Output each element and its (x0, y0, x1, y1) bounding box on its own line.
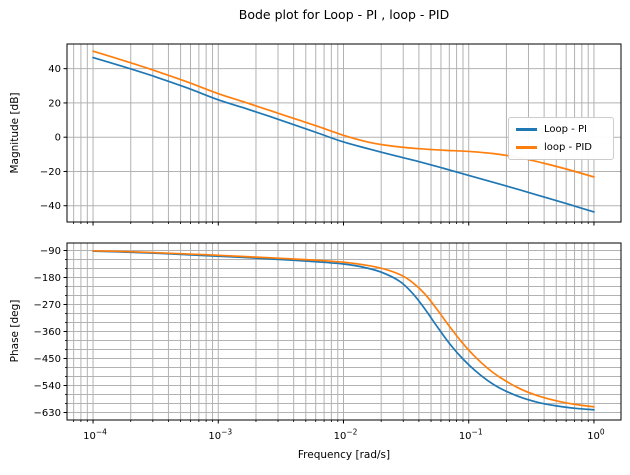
x-tick-label: 10−1 (459, 428, 483, 443)
magnitude-axis-label: Magnitude [dB] (9, 92, 21, 174)
y-tick-label: −20 (40, 167, 61, 178)
frequency-axis-label: Frequency [rad/s] (297, 449, 391, 461)
y-tick-label: −630 (34, 408, 61, 419)
legend-label-pid: loop - PID (544, 142, 593, 153)
y-tick-label: −90 (40, 246, 61, 257)
plot-title: Bode plot for Loop - PI , loop - PID (238, 7, 450, 22)
curve-loop-pid (92, 249, 595, 408)
x-tick-label: 100 (587, 428, 605, 443)
legend-item-loop-pid: loop - PID (516, 141, 606, 154)
legend-item-loop-pi: Loop - PI (516, 123, 606, 136)
y-tick-label: −180 (34, 273, 61, 284)
legend-label-pi: Loop - PI (544, 124, 587, 135)
legend: Loop - PI loop - PID (508, 117, 614, 160)
legend-line-swatch-pid (516, 146, 537, 149)
y-tick-label: −540 (34, 381, 61, 392)
x-tick-label: 10−2 (334, 428, 358, 443)
phase-axis-label: Phase [deg] (9, 299, 21, 363)
x-tick-label: 10−4 (83, 428, 107, 443)
legend-line-swatch-pi (516, 128, 537, 131)
curve-loop-pi (92, 56, 595, 213)
y-tick-label: 0 (55, 133, 61, 144)
x-tick-label: 10−3 (208, 428, 232, 443)
y-tick-label: 40 (48, 64, 61, 75)
y-tick-label: 20 (48, 98, 61, 109)
y-tick-label: −450 (34, 354, 61, 365)
y-tick-label: −360 (34, 327, 61, 338)
curve-loop-pi (92, 250, 595, 411)
y-tick-label: −40 (40, 201, 61, 212)
y-tick-label: −270 (34, 300, 61, 311)
phase-axes: −90 −180 −270 −360 −450 −540 −630 10−4 10−3 10−2 1… (34, 242, 622, 443)
